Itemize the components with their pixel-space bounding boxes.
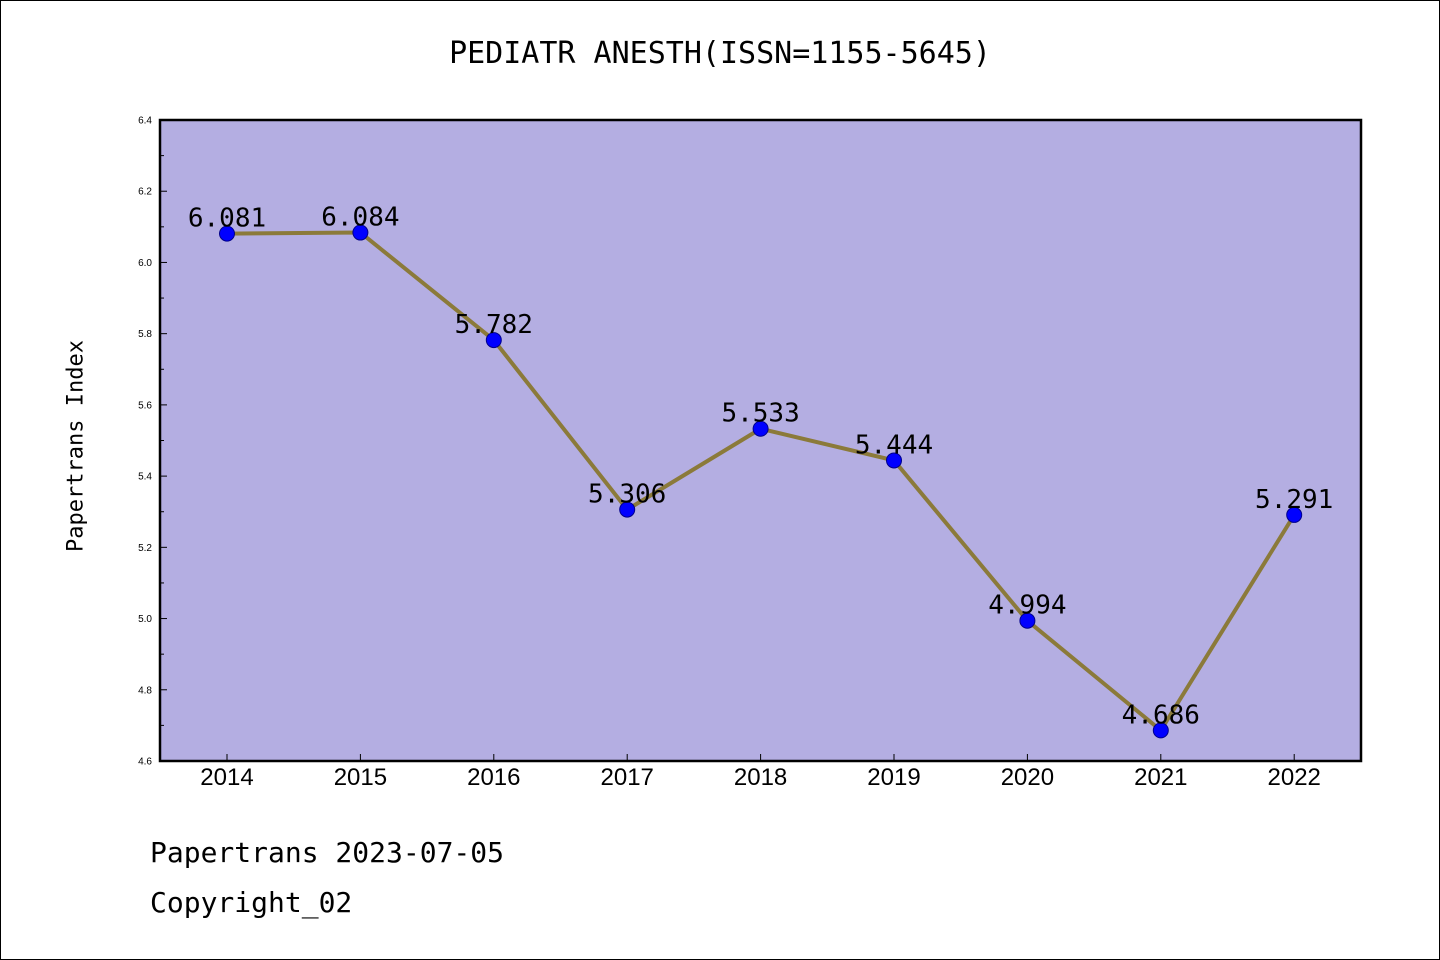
y-tick-label: 4.8 [138,685,152,696]
data-point [752,420,769,437]
series-markers [219,224,1303,739]
footer-date: Papertrans 2023-07-05 [150,836,505,869]
x-tick-label: 2020 [1001,764,1054,791]
data-label: 5.444 [855,430,933,460]
y-tick-label: 4.6 [138,757,152,768]
y-tick-label: 6.2 [138,187,152,198]
plot-border [158,118,1363,763]
data-labels: 6.081 6.084 5.782 5.306 5.533 5.444 4.994 4.686… [188,203,1333,731]
x-tick-label: 2016 [467,764,520,791]
footer-copyright: Copyright_02 [150,886,353,919]
y-tick-label: 6.0 [138,258,152,269]
data-label: 4.686 [1122,700,1200,730]
chart-title: PEDIATR ANESTH(ISSN=1155-5645) [449,36,991,71]
data-label: 6.081 [188,204,266,234]
data-point [1152,722,1169,739]
x-tick-label: 2014 [200,764,253,791]
x-tick-label: 2017 [601,764,654,791]
data-point [619,501,636,518]
x-tick-label: 2022 [1268,764,1321,791]
data-point [352,224,369,241]
y-tick-label: 6.4 [138,116,152,127]
data-label: 4.994 [988,591,1066,621]
x-tick-label: 2019 [867,764,920,791]
data-point [1286,506,1303,523]
y-axis: 4.6 4.8 5.0 5.2 5.4 5.6 5.8 6.0 6.2 6.4 [138,116,167,768]
y-tick-label: 5.2 [138,543,152,554]
x-tick-label: 2018 [734,764,787,791]
y-tick-label: 5.8 [138,329,152,340]
data-label: 5.306 [588,480,666,510]
x-axis: 2014 2015 2016 2017 2018 2019 2020 2021 2022 [200,754,1321,791]
data-label: 5.533 [721,399,799,429]
data-point [1019,612,1036,629]
data-point [219,225,235,242]
y-tick-label: 5.4 [138,472,152,483]
x-tick-label: 2015 [334,764,387,791]
data-label: 5.291 [1255,485,1333,515]
y-tick-label: 5.0 [138,614,152,625]
x-tick-label: 2021 [1134,764,1187,791]
y-tick-label: 5.6 [138,400,152,411]
data-label: 5.782 [455,310,533,340]
data-point [886,452,902,469]
data-point [485,332,502,349]
data-label: 6.084 [321,203,399,233]
